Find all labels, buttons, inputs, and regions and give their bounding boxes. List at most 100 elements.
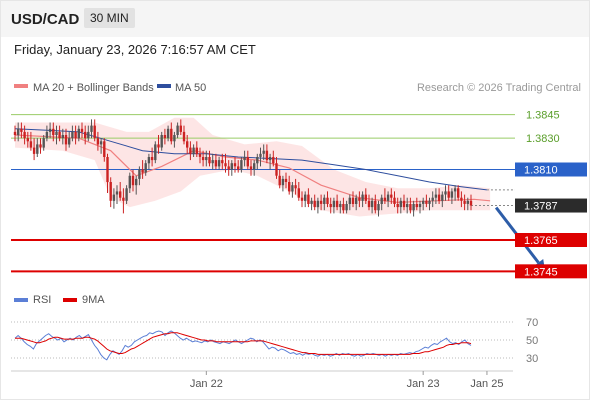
candle [131,169,135,192]
candle [42,135,45,151]
candle [32,138,36,161]
candle [425,194,428,208]
candle [26,131,29,148]
candle [195,141,198,157]
candle [141,160,144,179]
candle [402,194,406,211]
timeframe-button[interactable]: 30 MIN [84,8,135,28]
candle [90,119,93,139]
candle-body [323,197,326,204]
support-level-tag [515,264,587,279]
candle-body [374,200,377,211]
candle [345,200,348,214]
candle [358,191,361,208]
candle-body [217,160,221,167]
candle [329,197,332,214]
candle [36,138,39,157]
candle-body [262,150,265,154]
candle-body [201,157,205,161]
candle [189,141,192,161]
candle-body [144,163,147,173]
candle-body [265,150,269,161]
candle-body [208,157,211,164]
candle [304,191,307,208]
candle [307,188,310,208]
candle [370,197,374,214]
candle-body [71,131,74,139]
candle-body [418,204,422,208]
candle [348,194,351,211]
candle-body [109,182,112,201]
candle [466,197,469,211]
rsi-legend-label: RSI [33,294,51,306]
candle [447,185,450,201]
rsi-tick-label: 30 [526,353,538,365]
candle-body [246,157,249,167]
candle-body [307,194,310,204]
candle-body [425,200,428,204]
candle [61,128,64,145]
candle-body [141,169,144,173]
candle [460,191,463,208]
candle-body [170,128,173,142]
candle-body [428,200,431,204]
candlesticks [13,119,473,217]
candle-body [380,197,383,204]
header-bar: USD/CAD 30 MIN [1,1,589,37]
candle-body [441,194,444,201]
candle [272,150,275,167]
candle-body [259,153,262,157]
candle [406,197,409,214]
candle-body [370,200,374,208]
candle [355,194,358,211]
candle-body [393,197,396,204]
candle-body [230,163,233,170]
candle-body [386,194,390,201]
candle [278,169,281,189]
candle-body [186,141,189,148]
candle [396,197,399,214]
candle [409,197,412,214]
candle-body [122,197,125,201]
candle [217,157,221,170]
candle-body [412,204,415,211]
time-tick-label: Jan 25 [470,378,503,390]
candle [163,128,167,145]
candle [323,194,326,211]
candle [221,153,224,170]
candle [230,160,233,176]
ma50-legend-swatch [157,84,171,88]
candle [103,138,106,162]
rsi-tick-label: 70 [526,317,538,329]
candle [399,197,402,214]
candle [166,125,170,142]
candle [253,160,256,176]
candle [84,125,87,145]
candle [444,185,447,201]
candle [205,150,208,167]
candle [122,188,125,214]
candle-body [77,128,80,139]
candle [17,122,20,142]
candle-body [224,163,227,167]
candle [182,125,186,145]
candle-body [377,204,380,211]
rsi-ma-line [15,332,472,355]
candle [262,144,265,161]
candle [453,185,457,201]
candle-body [13,131,17,135]
candle-body [214,160,218,167]
candle-body [90,125,93,132]
candle-body [364,194,367,201]
candle-body [434,194,438,198]
candle [437,188,441,204]
candle-body [437,194,441,201]
candle [268,153,272,170]
candle-body [173,135,176,142]
candle [23,125,26,145]
candle-body [284,178,288,182]
candle [48,122,52,139]
candle [288,175,291,195]
resistance-level-label: 1.3830 [526,133,560,145]
